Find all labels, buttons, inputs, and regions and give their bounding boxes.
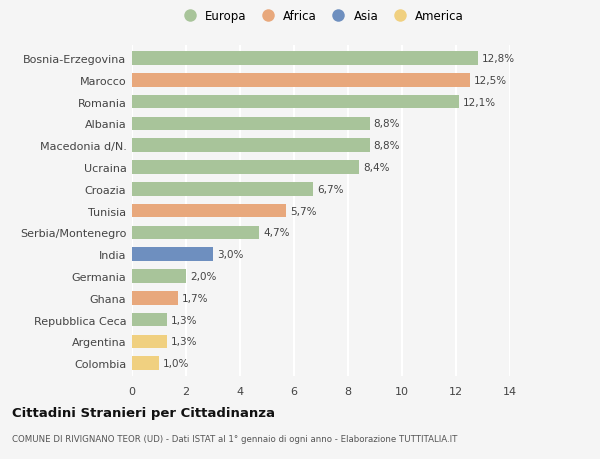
Bar [132, 269, 186, 283]
Text: 3,0%: 3,0% [217, 250, 244, 260]
Text: 2,0%: 2,0% [190, 271, 217, 281]
Text: 12,5%: 12,5% [473, 76, 506, 86]
Bar [132, 291, 178, 305]
Text: 1,3%: 1,3% [171, 336, 197, 347]
Bar [132, 313, 167, 327]
Text: 4,7%: 4,7% [263, 228, 289, 238]
Text: 12,8%: 12,8% [482, 54, 515, 64]
Bar [132, 335, 167, 348]
Text: 8,8%: 8,8% [374, 119, 400, 129]
Text: 1,7%: 1,7% [182, 293, 208, 303]
Bar [132, 95, 459, 109]
Text: 1,0%: 1,0% [163, 358, 190, 368]
Bar [132, 52, 478, 66]
Bar [132, 226, 259, 240]
Bar [132, 161, 359, 174]
Text: 5,7%: 5,7% [290, 206, 316, 216]
Bar [132, 139, 370, 153]
Bar [132, 118, 370, 131]
Bar [132, 74, 470, 87]
Text: 1,3%: 1,3% [171, 315, 197, 325]
Text: 8,4%: 8,4% [363, 162, 389, 173]
Bar [132, 204, 286, 218]
Bar [132, 357, 159, 370]
Text: Cittadini Stranieri per Cittadinanza: Cittadini Stranieri per Cittadinanza [12, 406, 275, 419]
Bar [132, 248, 213, 261]
Legend: Europa, Africa, Asia, America: Europa, Africa, Asia, America [173, 6, 469, 28]
Bar [132, 183, 313, 196]
Text: 8,8%: 8,8% [374, 141, 400, 151]
Text: 6,7%: 6,7% [317, 185, 343, 195]
Text: COMUNE DI RIVIGNANO TEOR (UD) - Dati ISTAT al 1° gennaio di ogni anno - Elaboraz: COMUNE DI RIVIGNANO TEOR (UD) - Dati IST… [12, 434, 457, 443]
Text: 12,1%: 12,1% [463, 97, 496, 107]
